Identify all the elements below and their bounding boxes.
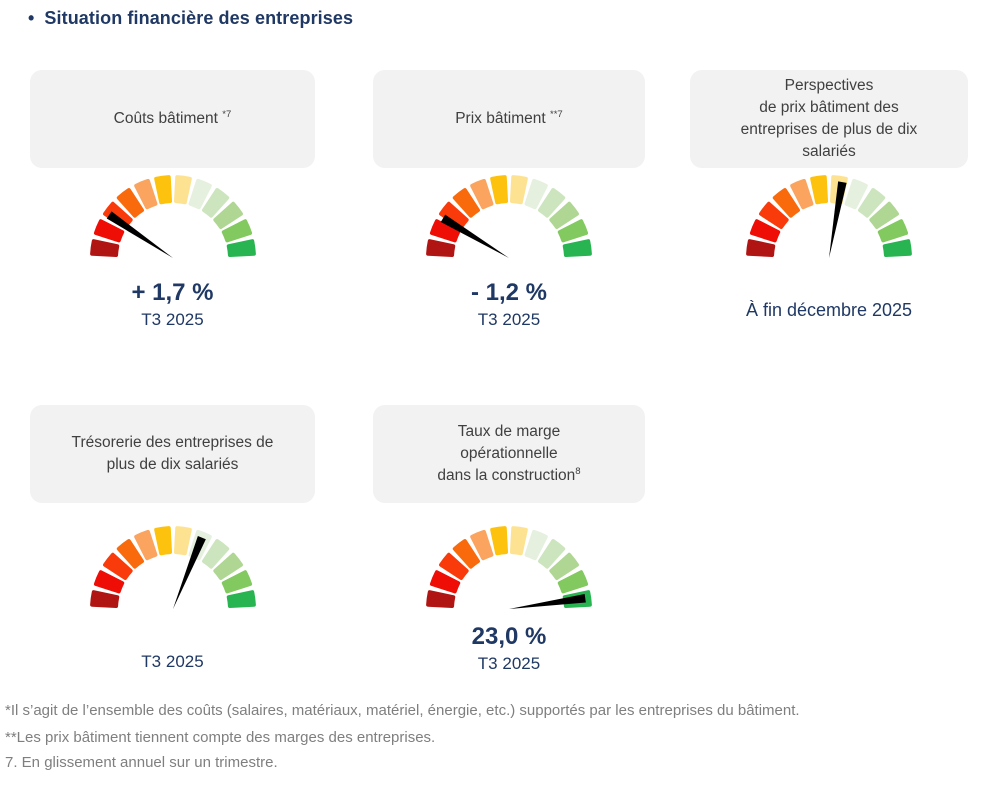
- footnotes: *Il s’agit de l’ensemble des coûts (sala…: [5, 699, 905, 775]
- card-tresorerie: Trésorerie des entreprises de plus de di…: [30, 405, 315, 672]
- card-prix-batiment: Prix bâtiment **7 - 1,2 % T3 2025: [373, 70, 645, 330]
- card-title-line: Perspectives: [784, 77, 874, 94]
- card-header-couts-batiment: Coûts bâtiment *7: [30, 70, 315, 168]
- gauge-couts-batiment-chart: [89, 175, 256, 258]
- card-title-line: plus de dix salariés: [106, 456, 239, 473]
- gauge-taux-marge-chart: [426, 526, 592, 609]
- footnote-prices: **Les prix bâtiment tiennent compte des …: [5, 729, 436, 747]
- card-title: Prix bâtiment: [455, 110, 550, 127]
- gauge-period: T3 2025: [141, 310, 204, 329]
- card-header-text: Trésorerie des entreprises de plus de di…: [72, 432, 274, 476]
- card-title-line: de prix bâtiment des: [759, 99, 899, 116]
- card-title-line: entreprises de plus de dix: [740, 121, 918, 138]
- card-taux-marge: Taux de marge opérationnelle dans la con…: [373, 405, 645, 674]
- gauge-period: T3 2025: [477, 310, 541, 329]
- footnote-7: 7. En glissement annuel sur un trimestre…: [5, 753, 278, 771]
- card-header-taux-marge: Taux de marge opérationnelle dans la con…: [373, 405, 645, 503]
- gauge-prix-batiment-chart: [426, 175, 592, 258]
- card-title-line: Trésorerie des entreprises de: [71, 434, 274, 451]
- card-title-line: Taux de marge: [457, 423, 561, 440]
- gauge-perspectives-chart: [746, 175, 912, 258]
- card-header-text: Taux de marge opérationnelle dans la con…: [437, 421, 580, 487]
- page-title-text: Situation financière des entreprises: [44, 8, 354, 28]
- card-couts-batiment: Coûts bâtiment *7 + 1,7 % T3 2025: [30, 70, 315, 330]
- card-header-text: Perspectives de prix bâtiment des entrep…: [741, 75, 918, 163]
- gauge-value: 23,0 %: [471, 623, 547, 650]
- card-header-perspectives: Perspectives de prix bâtiment des entrep…: [690, 70, 968, 168]
- card-header-text: Coûts bâtiment *7: [114, 108, 232, 130]
- card-title-superscript: *7: [222, 108, 232, 120]
- gauge-period: T3 2025: [477, 654, 541, 673]
- card-title-superscript: **7: [549, 108, 563, 120]
- gauge-period: À fin décembre 2025: [745, 300, 913, 320]
- gauge-value: + 1,7 %: [131, 279, 214, 306]
- gauge-value: - 1,2 %: [470, 279, 548, 306]
- card-title-line-text: dans la construction: [437, 467, 576, 484]
- page-title: • Situation financière des entreprises: [28, 8, 353, 29]
- card-title: Coûts bâtiment: [113, 110, 223, 127]
- card-header-prix-batiment: Prix bâtiment **7: [373, 70, 645, 168]
- gauge-tresorerie-chart: [89, 526, 256, 609]
- card-title-superscript: 8: [575, 465, 581, 477]
- gauge-period: T3 2025: [141, 652, 204, 671]
- card-perspectives-prix-batiment: Perspectives de prix bâtiment des entrep…: [690, 70, 968, 321]
- card-title-line: dans la construction8: [437, 465, 580, 487]
- card-title-line: salariés: [802, 143, 856, 160]
- title-bullet-icon: •: [28, 8, 35, 28]
- card-header-tresorerie: Trésorerie des entreprises de plus de di…: [30, 405, 315, 503]
- card-header-text: Prix bâtiment **7: [455, 108, 563, 130]
- footnote-costs: *Il s’agit de l’ensemble des coûts (sala…: [5, 702, 800, 719]
- card-title-line: opérationnelle: [460, 445, 558, 462]
